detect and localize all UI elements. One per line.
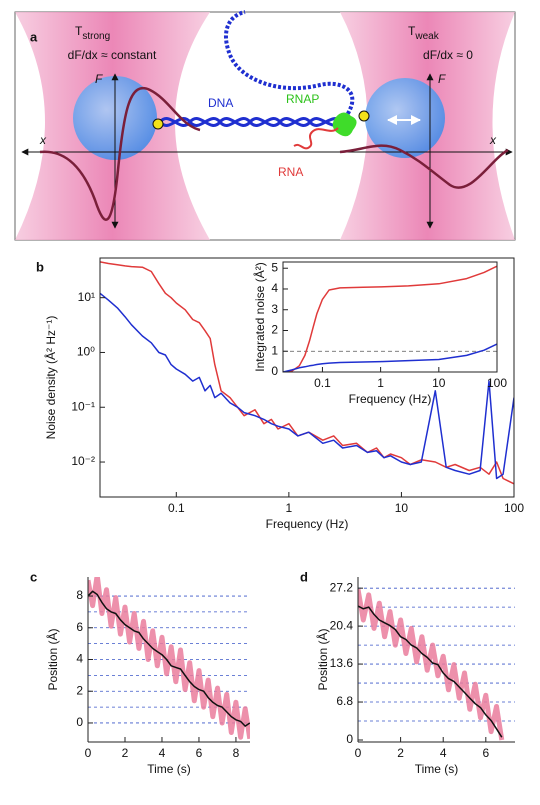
- panel-a: a Tstrong dF/dx ≈ constant F x Tweak dF/…: [14, 10, 516, 241]
- plot-frame: [99, 257, 515, 498]
- dna-strand: [158, 117, 346, 127]
- x-tick-label: 0.1: [314, 376, 331, 390]
- plot-frame: [282, 261, 498, 373]
- x-tick-label: 1: [286, 501, 293, 515]
- axis-label: x: [489, 133, 497, 147]
- panel-label: a: [30, 29, 38, 44]
- force-curve: [339, 144, 509, 189]
- x-axis-label: Frequency (Hz): [266, 517, 349, 531]
- y-tick-label: 0: [271, 364, 278, 378]
- y-tick-label: 2: [76, 683, 83, 697]
- chart: 0 2 4 6 8 0 2 4 6 8 Time (s) Position (Å) c: [30, 569, 250, 776]
- trap-label: Tweak: [408, 24, 440, 41]
- trap-condition: dF/dx ≈ constant: [68, 48, 157, 62]
- y-tick-label: 10¹: [78, 290, 95, 304]
- y-tick-label: 13.6: [330, 656, 354, 670]
- y-axis-label: Noise density (Å² Hz⁻¹): [43, 316, 58, 440]
- rna-strand: [293, 127, 339, 150]
- y-tick-label: 10⁰: [77, 345, 95, 359]
- x-tick-label: 4: [440, 746, 447, 760]
- panel-label: d: [300, 569, 308, 584]
- y-tick-label: 2: [271, 323, 278, 337]
- series-line: [358, 588, 505, 741]
- series-line: [88, 590, 250, 727]
- x-axis-label: Time (s): [147, 762, 191, 776]
- x-tick-label: 4: [159, 746, 166, 760]
- x-axis-label: Frequency (Hz): [349, 392, 432, 406]
- x-tick-label: 100: [504, 501, 524, 515]
- chart: 0.1 1 10 100 0 1 2 3 4 5 Frequency (Hz) Integrated …: [252, 260, 507, 406]
- x-tick-label: 2: [122, 746, 129, 760]
- x-tick-label: 100: [487, 376, 507, 390]
- series-line: [100, 292, 514, 480]
- y-axis-label: Integrated noise (Å²): [252, 262, 267, 371]
- y-tick-label: 0: [76, 715, 83, 729]
- attachment: [152, 118, 164, 130]
- x-axis-label: Time (s): [415, 762, 459, 776]
- trap-label: Tstrong: [75, 24, 110, 41]
- y-tick-label: 10⁻²: [71, 454, 95, 468]
- series-line: [283, 265, 497, 372]
- y-tick-label: 6.8: [336, 694, 353, 708]
- trap-subscript: strong: [82, 31, 110, 42]
- series-line: [88, 577, 250, 740]
- trap-symbol: T: [408, 24, 416, 38]
- x-tick-label: 2: [397, 746, 404, 760]
- axis-label: x: [39, 133, 47, 147]
- x-tick-label: 0.1: [168, 501, 185, 515]
- x-tick-label: 8: [233, 746, 240, 760]
- y-axis-label: Position (Å): [45, 628, 60, 690]
- x-tick-label: 0: [355, 746, 362, 760]
- dna-label: DNA: [208, 96, 233, 110]
- series-line: [283, 343, 497, 372]
- y-axis-label: Position (Å): [315, 628, 330, 690]
- x-tick-label: 10: [395, 501, 409, 515]
- y-tick-label: 1: [271, 343, 278, 357]
- x-tick-label: 0: [85, 746, 92, 760]
- axis-label: F: [438, 72, 446, 86]
- y-tick-label: 6: [76, 620, 83, 634]
- y-tick-label: 27.2: [330, 580, 354, 594]
- x-tick-label: 6: [482, 746, 489, 760]
- panel-label: b: [36, 259, 44, 274]
- y-tick-label: 10⁻¹: [71, 399, 95, 413]
- trap-symbol: T: [75, 24, 83, 38]
- y-tick-label: 4: [76, 652, 83, 666]
- dna-loop: [224, 10, 355, 120]
- y-tick-label: 8: [76, 588, 83, 602]
- rnap-label: RNAP: [286, 92, 319, 106]
- y-tick-label: 5: [271, 260, 278, 274]
- axis-label: F: [95, 72, 103, 86]
- y-tick-label: 3: [271, 302, 278, 316]
- y-tick-label: 4: [271, 281, 278, 295]
- attachment: [358, 110, 370, 122]
- chart: 0 2 4 6 0 6.8 13.6 20.4 27.2 Time (s) Position (Å)…: [300, 569, 515, 776]
- x-tick-label: 6: [196, 746, 203, 760]
- trap-subscript: weak: [414, 31, 439, 42]
- x-tick-label: 1: [377, 376, 384, 390]
- y-tick-label: 20.4: [330, 618, 354, 632]
- rna-label: RNA: [278, 165, 303, 179]
- trap-condition: dF/dx ≈ 0: [423, 48, 473, 62]
- series-line: [358, 605, 503, 738]
- force-curve: [39, 87, 201, 221]
- panel-label: c: [30, 569, 37, 584]
- x-tick-label: 10: [432, 376, 446, 390]
- y-tick-label: 0: [346, 732, 353, 746]
- rnap: [332, 112, 357, 137]
